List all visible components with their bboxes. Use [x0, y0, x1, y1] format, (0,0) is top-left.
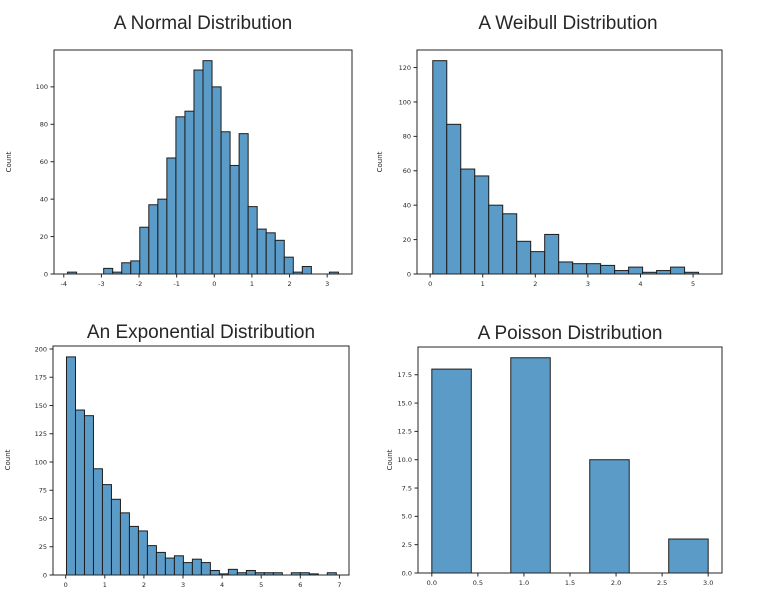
normal-histogram-plot-area: -4 -3 -2 -1 0 1 2 3 0 20 40 60 80 100 — [36, 49, 353, 288]
svg-text:120: 120 — [399, 64, 411, 72]
svg-text:5: 5 — [691, 280, 695, 288]
svg-text:-2: -2 — [136, 280, 142, 288]
svg-text:1.5: 1.5 — [565, 579, 575, 587]
svg-text:1.0: 1.0 — [519, 579, 529, 587]
svg-text:3: 3 — [586, 280, 590, 288]
chart-title: A Normal Distribution — [114, 13, 292, 34]
svg-text:100: 100 — [35, 458, 47, 466]
svg-text:20: 20 — [40, 233, 48, 241]
svg-text:2: 2 — [287, 280, 291, 288]
svg-text:60: 60 — [40, 158, 48, 166]
svg-text:0.5: 0.5 — [473, 579, 483, 587]
svg-text:7: 7 — [337, 581, 341, 589]
svg-text:100: 100 — [399, 98, 411, 106]
svg-text:3: 3 — [181, 581, 185, 589]
svg-text:0: 0 — [44, 270, 48, 278]
svg-text:3: 3 — [325, 280, 329, 288]
exponential-histogram-plot-area: 0 1 2 3 4 5 6 7 0 25 50 75 100 125 150 175 200 — [35, 345, 350, 589]
svg-text:2.0: 2.0 — [611, 579, 621, 587]
svg-text:175: 175 — [35, 374, 47, 382]
svg-text:4: 4 — [638, 280, 642, 288]
svg-text:75: 75 — [39, 487, 47, 495]
chart-title: A Weibull Distribution — [478, 13, 657, 34]
svg-text:0: 0 — [407, 270, 411, 278]
svg-text:17.5: 17.5 — [398, 371, 412, 379]
svg-text:0: 0 — [428, 280, 432, 288]
svg-text:5: 5 — [259, 581, 263, 589]
subplot-poisson-distribution: A Poisson Distribution Count 0.0 0.5 1.0 1.… — [386, 323, 723, 587]
svg-text:2.5: 2.5 — [657, 579, 667, 587]
svg-text:40: 40 — [40, 195, 48, 203]
svg-text:0.0: 0.0 — [402, 569, 412, 577]
svg-text:0: 0 — [64, 581, 68, 589]
svg-text:80: 80 — [40, 121, 48, 129]
svg-text:1: 1 — [103, 581, 107, 589]
svg-text:0: 0 — [212, 280, 216, 288]
svg-text:80: 80 — [403, 133, 411, 141]
svg-text:25: 25 — [39, 543, 47, 551]
weibull-histogram-plot-area: 0 1 2 3 4 5 0 20 40 60 80 100 120 — [399, 49, 723, 288]
subplot-weibull-distribution: A Weibull Distribution Count 0 1 2 3 4 5 0 20 40… — [376, 13, 723, 288]
svg-text:60: 60 — [403, 167, 411, 175]
y-axis-label: Count — [376, 151, 384, 172]
subplot-normal-distribution: A Normal Distribution Count -4 -3 -2 -1 0 1 2 3… — [5, 13, 353, 288]
svg-text:1: 1 — [481, 280, 485, 288]
svg-text:3.0: 3.0 — [703, 579, 713, 587]
svg-text:10.0: 10.0 — [398, 456, 412, 464]
chart-title: A Poisson Distribution — [478, 323, 663, 344]
svg-text:150: 150 — [35, 402, 47, 410]
svg-text:0: 0 — [43, 571, 47, 579]
svg-text:50: 50 — [39, 515, 47, 523]
chart-title: An Exponential Distribution — [87, 322, 315, 343]
svg-text:100: 100 — [36, 83, 48, 91]
svg-text:125: 125 — [35, 430, 47, 438]
svg-text:15.0: 15.0 — [398, 399, 412, 407]
poisson-histogram-plot-area: 0.0 0.5 1.0 1.5 2.0 2.5 3.0 0.0 2.5 5.0 7.5 10.0 12.… — [398, 346, 723, 587]
svg-text:2: 2 — [533, 280, 537, 288]
svg-text:7.5: 7.5 — [402, 484, 412, 492]
svg-text:5.0: 5.0 — [402, 513, 412, 521]
svg-text:12.5: 12.5 — [398, 428, 412, 436]
svg-text:1: 1 — [250, 280, 254, 288]
y-axis-label: Count — [386, 449, 394, 470]
svg-text:6: 6 — [298, 581, 302, 589]
svg-text:4: 4 — [220, 581, 224, 589]
y-axis-label: Count — [5, 151, 13, 172]
subplot-exponential-distribution: An Exponential Distribution Count 0 1 2 3 4 5… — [4, 322, 350, 589]
svg-text:0.0: 0.0 — [427, 579, 437, 587]
svg-text:2: 2 — [142, 581, 146, 589]
svg-text:20: 20 — [403, 236, 411, 244]
svg-text:200: 200 — [35, 345, 47, 353]
svg-text:40: 40 — [403, 201, 411, 209]
svg-text:-3: -3 — [98, 280, 104, 288]
svg-text:-4: -4 — [61, 280, 67, 288]
svg-text:-1: -1 — [173, 280, 179, 288]
svg-text:2.5: 2.5 — [402, 541, 412, 549]
y-axis-label: Count — [4, 449, 12, 470]
